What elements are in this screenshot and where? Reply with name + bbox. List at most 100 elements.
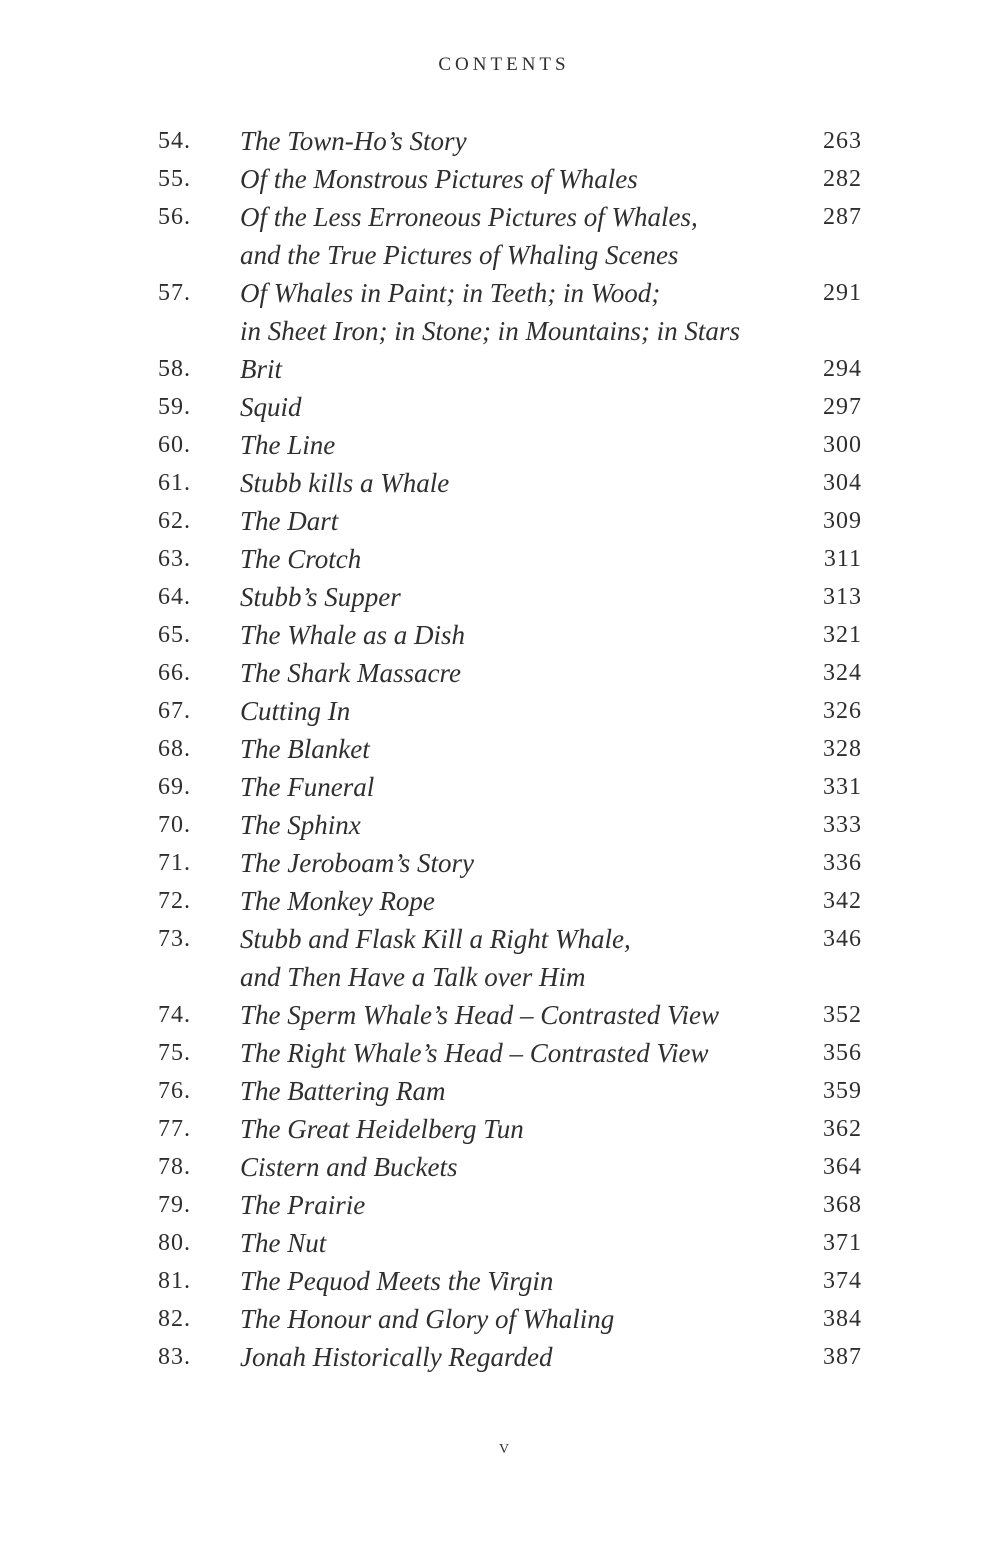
chapter-number: 54. <box>158 128 191 154</box>
chapter-number: 72. <box>158 888 191 914</box>
chapter-title-group: The Monkey Rope <box>240 882 798 920</box>
chapter-number: 57. <box>158 280 191 306</box>
chapter-number: 79. <box>158 1192 191 1218</box>
chapter-title-group: The Dart <box>240 502 798 540</box>
chapter-number: 83. <box>158 1344 191 1370</box>
page-number: 321 <box>823 622 862 648</box>
chapter-title-group: Of the Less Erroneous Pictures of Whales… <box>240 198 798 274</box>
chapter-number: 61. <box>158 470 191 496</box>
chapter-number: 65. <box>158 622 191 648</box>
toc-entry: 58. Brit 294 <box>158 350 862 388</box>
toc-entry: 70. The Sphinx 333 <box>158 806 862 844</box>
toc-entry: 68. The Blanket 328 <box>158 730 862 768</box>
chapter-number: 69. <box>158 774 191 800</box>
page-number: 356 <box>823 1040 862 1066</box>
chapter-title-line: The Town-Ho’s Story <box>240 126 467 156</box>
page-number: 328 <box>823 736 862 762</box>
chapter-title-line: The Dart <box>240 506 339 536</box>
chapter-title-group: The Town-Ho’s Story <box>240 122 798 160</box>
toc-entry: 54. The Town-Ho’s Story 263 <box>158 122 862 160</box>
toc-entry: 64. Stubb’s Supper 313 <box>158 578 862 616</box>
toc-entry: 75. The Right Whale’s Head – Contrasted … <box>158 1034 862 1072</box>
page-number: 297 <box>823 394 862 420</box>
chapter-title-line: Of Whales in Paint; in Teeth; in Wood; <box>240 278 661 308</box>
page-number: 371 <box>823 1230 862 1256</box>
toc-entry: 82. The Honour and Glory of Whaling 384 <box>158 1300 862 1338</box>
page-number: 309 <box>823 508 862 534</box>
toc-entry: 56. Of the Less Erroneous Pictures of Wh… <box>158 198 862 274</box>
toc-entry: 77. The Great Heidelberg Tun 362 <box>158 1110 862 1148</box>
chapter-title-line: The Honour and Glory of Whaling <box>240 1304 615 1334</box>
chapter-number: 58. <box>158 356 191 382</box>
chapter-title-group: Stubb kills a Whale <box>240 464 798 502</box>
chapter-title-group: The Line <box>240 426 798 464</box>
page-number: 304 <box>823 470 862 496</box>
chapter-title-group: Brit <box>240 350 798 388</box>
chapter-number: 71. <box>158 850 191 876</box>
folio-page-number: v <box>498 1436 510 1458</box>
chapter-title-group: Stubb’s Supper <box>240 578 798 616</box>
chapter-number: 67. <box>158 698 191 724</box>
chapter-number: 60. <box>158 432 191 458</box>
toc-entry: 71. The Jeroboam’s Story 336 <box>158 844 862 882</box>
toc-entry: 79. The Prairie 368 <box>158 1186 862 1224</box>
chapter-title-group: Jonah Historically Regarded <box>240 1338 798 1376</box>
toc-entry: 76. The Battering Ram 359 <box>158 1072 862 1110</box>
chapter-title-line: Squid <box>240 392 302 422</box>
toc-entry: 83. Jonah Historically Regarded 387 <box>158 1338 862 1376</box>
chapter-title-group: The Battering Ram <box>240 1072 798 1110</box>
toc-entry: 57. Of Whales in Paint; in Teeth; in Woo… <box>158 274 862 350</box>
toc-entry: 67. Cutting In 326 <box>158 692 862 730</box>
chapter-title-group: The Pequod Meets the Virgin <box>240 1262 798 1300</box>
page-number: 368 <box>823 1192 862 1218</box>
chapter-title-line: and the True Pictures of Whaling Scenes <box>240 240 679 270</box>
chapter-number: 76. <box>158 1078 191 1104</box>
toc-entry: 69. The Funeral 331 <box>158 768 862 806</box>
toc-entry: 66. The Shark Massacre 324 <box>158 654 862 692</box>
chapter-number: 55. <box>158 166 191 192</box>
chapter-title-group: The Jeroboam’s Story <box>240 844 798 882</box>
chapter-title-line: The Pequod Meets the Virgin <box>240 1266 554 1296</box>
chapter-title-group: The Whale as a Dish <box>240 616 798 654</box>
chapter-number: 77. <box>158 1116 191 1142</box>
toc-entry: 80. The Nut 371 <box>158 1224 862 1262</box>
chapter-title-line: The Right Whale’s Head – Contrasted View <box>240 1038 709 1068</box>
chapter-number: 82. <box>158 1306 191 1332</box>
chapter-title-group: The Prairie <box>240 1186 798 1224</box>
toc-entry: 60. The Line 300 <box>158 426 862 464</box>
chapter-title-line: The Funeral <box>240 772 375 802</box>
chapter-title-line: and Then Have a Talk over Him <box>240 962 586 992</box>
page-number: 311 <box>823 546 862 572</box>
toc-entry: 59. Squid 297 <box>158 388 862 426</box>
chapter-number: 63. <box>158 546 191 572</box>
toc-entry: 78. Cistern and Buckets 364 <box>158 1148 862 1186</box>
chapter-number: 64. <box>158 584 191 610</box>
chapter-title-group: The Nut <box>240 1224 798 1262</box>
chapter-title-line: Stubb and Flask Kill a Right Whale, <box>240 924 631 954</box>
page-number: 291 <box>823 280 862 306</box>
page-number: 364 <box>823 1154 862 1180</box>
page-number: 387 <box>823 1344 862 1370</box>
chapter-number: 70. <box>158 812 191 838</box>
chapter-title-group: The Honour and Glory of Whaling <box>240 1300 798 1338</box>
chapter-title-line: The Monkey Rope <box>240 886 435 916</box>
chapter-title-line: Cutting In <box>240 696 351 726</box>
page-number: 384 <box>823 1306 862 1332</box>
chapter-title-line: The Great Heidelberg Tun <box>240 1114 524 1144</box>
chapter-title-line: Jonah Historically Regarded <box>240 1342 553 1372</box>
chapter-title-group: The Sperm Whale’s Head – Contrasted View <box>240 996 798 1034</box>
toc-entry: 63. The Crotch 311 <box>158 540 862 578</box>
chapter-title-group: The Blanket <box>240 730 798 768</box>
page-number: 263 <box>823 128 862 154</box>
chapter-title-group: The Funeral <box>240 768 798 806</box>
chapter-title-line: The Prairie <box>240 1190 366 1220</box>
chapter-title-group: The Sphinx <box>240 806 798 844</box>
toc-entry: 81. The Pequod Meets the Virgin 374 <box>158 1262 862 1300</box>
toc-entry: 62. The Dart 309 <box>158 502 862 540</box>
chapter-title-line: The Battering Ram <box>240 1076 446 1106</box>
chapter-title-line: Brit <box>240 354 283 384</box>
chapter-title-line: The Jeroboam’s Story <box>240 848 474 878</box>
chapter-title-line: Stubb kills a Whale <box>240 468 450 498</box>
chapter-title-line: The Blanket <box>240 734 370 764</box>
chapter-number: 66. <box>158 660 191 686</box>
